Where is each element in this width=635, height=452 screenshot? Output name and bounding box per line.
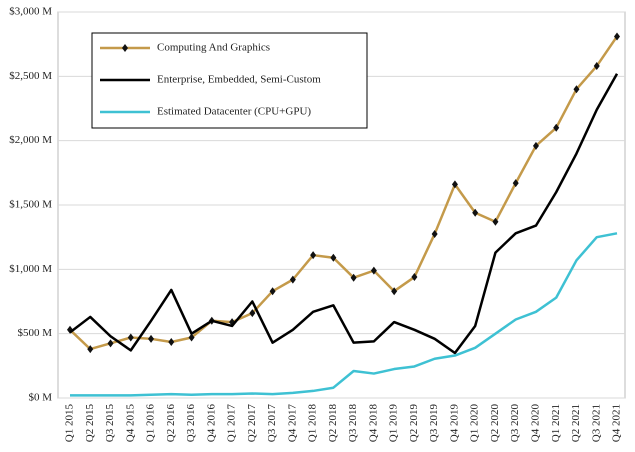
point-marker — [431, 229, 438, 238]
x-tick-label: Q3 2017 — [266, 404, 278, 443]
x-tick-label: Q1 2020 — [469, 404, 481, 443]
point-marker — [269, 287, 276, 296]
x-tick-label: Q4 2019 — [448, 404, 460, 443]
y-tick-label: $2,000 M — [9, 134, 52, 146]
legend-marker — [122, 44, 128, 52]
series-line — [69, 73, 619, 355]
x-tick-label: Q3 2020 — [509, 404, 521, 443]
point-marker — [391, 287, 398, 296]
x-tick-label: Q2 2017 — [246, 404, 258, 443]
point-marker — [553, 123, 560, 132]
y-tick-label: $500 M — [17, 327, 52, 339]
series-line — [69, 35, 619, 351]
x-tick-label: Q3 2015 — [104, 404, 116, 443]
point-marker — [472, 208, 479, 217]
point-marker — [370, 266, 377, 275]
x-tick-label: Q3 2018 — [347, 404, 359, 443]
point-marker — [87, 345, 94, 354]
point-marker — [411, 273, 418, 282]
y-tick-label: $3,000 M — [9, 6, 52, 18]
point-marker — [512, 179, 519, 188]
point-marker — [532, 141, 539, 150]
point-marker — [127, 333, 134, 342]
y-tick-label: $1,000 M — [9, 263, 52, 275]
x-tick-label: Q2 2019 — [408, 404, 420, 443]
point-marker — [168, 338, 175, 347]
x-tick-label: Q4 2018 — [367, 404, 379, 443]
x-tick-label: Q1 2019 — [388, 404, 400, 443]
legend-label: Estimated Datacenter (CPU+GPU) — [157, 106, 311, 118]
x-tick-label: Q2 2021 — [570, 404, 582, 442]
point-marker — [593, 62, 600, 71]
x-tick-label: Q1 2021 — [550, 404, 562, 442]
point-marker — [249, 309, 256, 318]
x-tick-label: Q1 2017 — [226, 404, 238, 443]
point-marker — [310, 251, 317, 260]
x-tick-label: Q4 2017 — [286, 404, 298, 443]
point-marker — [330, 253, 337, 262]
point-marker — [148, 334, 155, 343]
legend-label: Enterprise, Embedded, Semi-Custom — [157, 74, 321, 86]
point-marker — [107, 339, 114, 348]
x-tick-label: Q2 2018 — [327, 404, 339, 443]
x-tick-label: Q3 2021 — [590, 404, 602, 442]
x-tick-label: Q2 2016 — [165, 404, 177, 443]
y-tick-label: $0 M — [28, 392, 52, 404]
series-line — [70, 232, 618, 397]
point-marker — [350, 273, 357, 282]
point-marker — [614, 32, 620, 41]
y-tick-label: $2,500 M — [9, 70, 52, 82]
point-marker — [492, 217, 499, 226]
x-tick-label: Q4 2015 — [124, 404, 136, 443]
x-tick-label: Q3 2019 — [428, 404, 440, 443]
point-marker — [451, 180, 458, 189]
x-tick-label: Q4 2021 — [611, 404, 623, 442]
x-tick-label: Q3 2016 — [185, 404, 197, 443]
x-tick-label: Q4 2016 — [205, 404, 217, 443]
point-marker — [573, 85, 580, 94]
point-marker — [289, 275, 296, 284]
x-tick-label: Q1 2016 — [145, 404, 157, 443]
x-tick-label: Q2 2020 — [489, 404, 501, 443]
y-tick-label: $1,500 M — [9, 199, 52, 211]
x-tick-label: Q2 2015 — [84, 404, 96, 443]
x-tick-label: Q4 2020 — [529, 404, 541, 443]
legend-label: Computing And Graphics — [157, 42, 270, 54]
x-tick-label: Q1 2015 — [64, 404, 76, 443]
x-tick-label: Q1 2018 — [307, 404, 319, 443]
point-marker — [188, 333, 195, 342]
